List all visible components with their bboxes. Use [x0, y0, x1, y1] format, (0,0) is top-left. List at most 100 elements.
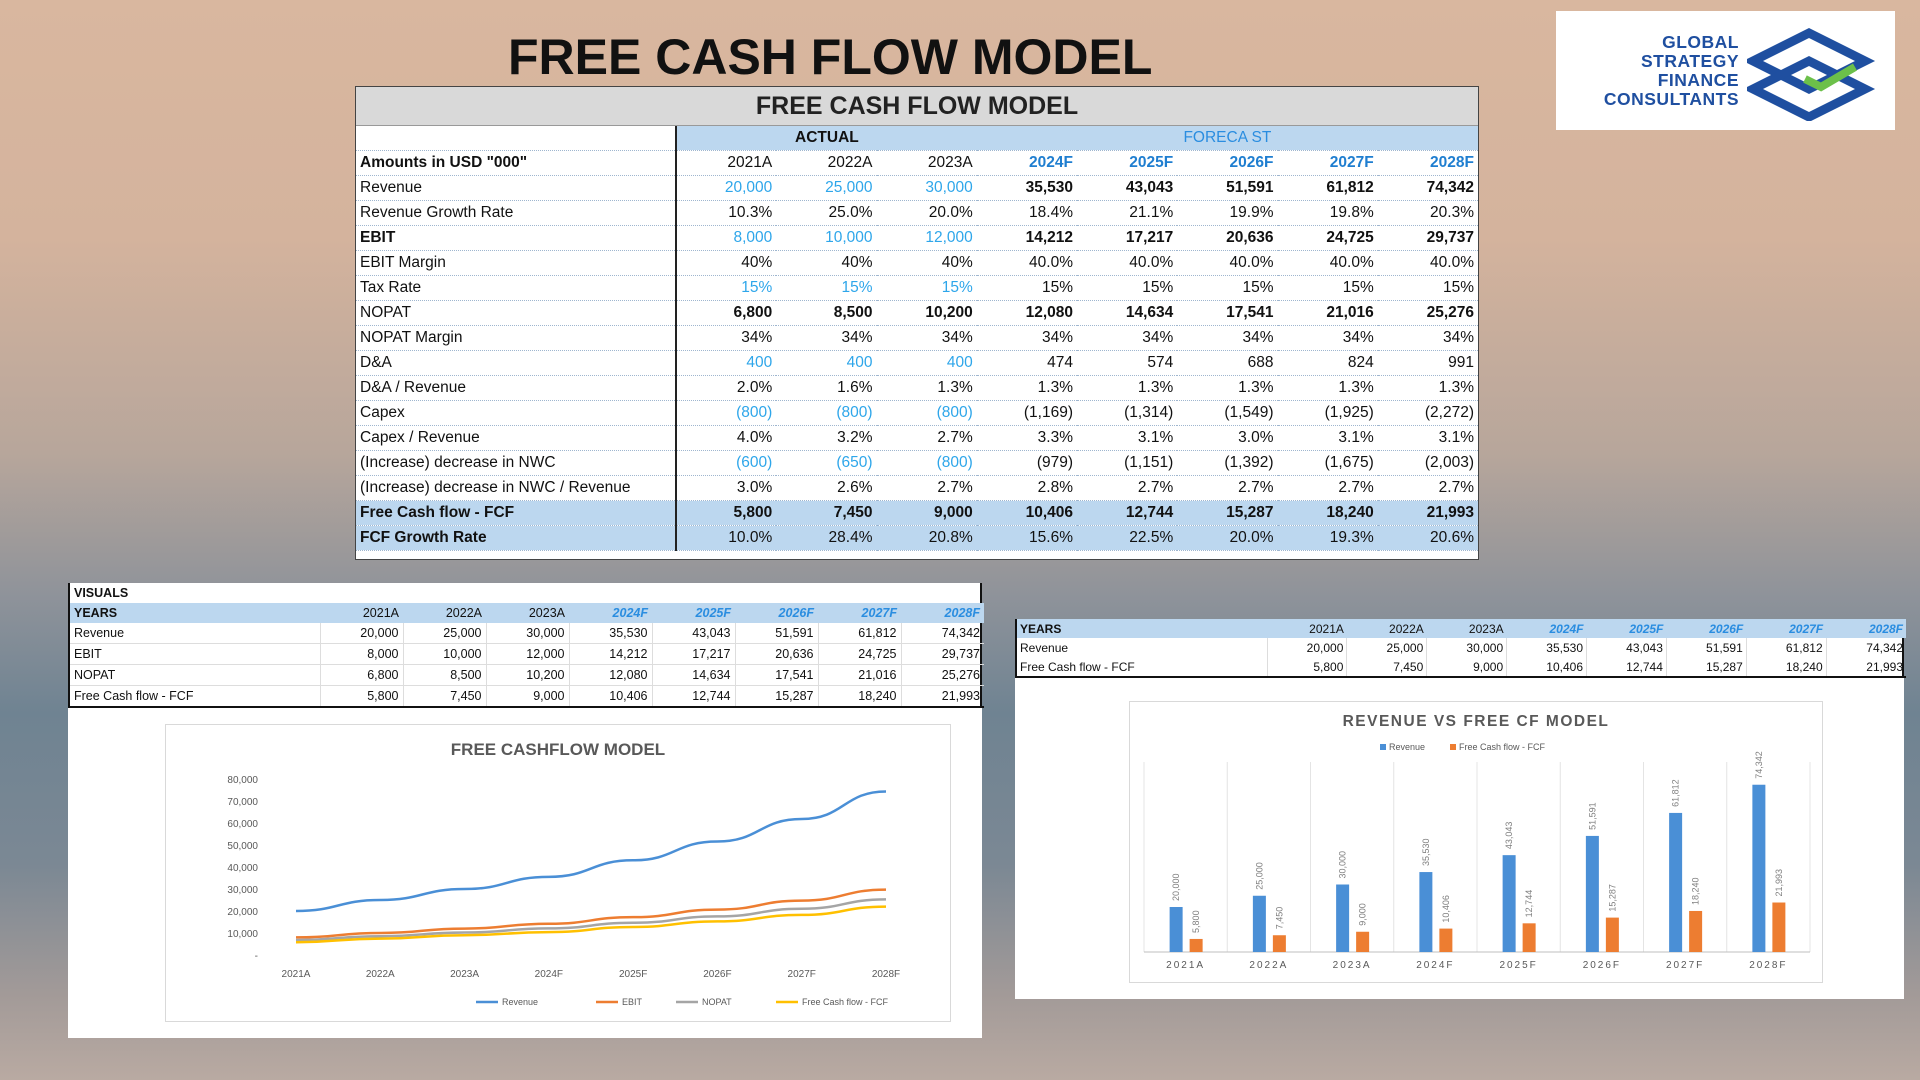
year-cell: 2022A [403, 603, 486, 623]
bar-data-label: 12,744 [1524, 890, 1534, 918]
table-cell: 5,800 [1266, 657, 1347, 678]
bar-data-label: 10,406 [1441, 895, 1451, 923]
years-label: YEARS [1017, 619, 1267, 638]
table-cell: 2.0% [674, 375, 777, 401]
table-cell: (800) [876, 400, 977, 426]
table-cell: 15,287 [734, 685, 818, 708]
visuals-panel: VISUALS YEARS 2021A 2022A 2023A 2024F 2025F 20… [68, 583, 984, 1038]
table-cell: 8,500 [776, 300, 877, 326]
table-cell: 34% [674, 325, 777, 351]
table-cell: 4.0% [674, 425, 777, 451]
x-tick-label: 2026F [703, 969, 731, 980]
years-row: YEARS 2021A 2022A 2023A 2024F 2025F 2026F 2027F… [70, 603, 984, 623]
table-row: D&A 400 400 400 474 574 688 824 991 [356, 350, 1478, 376]
row-label: EBIT Margin [356, 250, 676, 276]
table-cell: (2,003) [1377, 450, 1478, 476]
fcf-model-table: FREE CASH FLOW MODEL ACTUAL FORECA ST Am… [355, 86, 1479, 560]
table-row: Free Cash flow - FCF 5,800 7,450 9,000 10,40… [1017, 657, 1906, 678]
table-cell: 12,000 [876, 225, 977, 251]
legend-swatch [1380, 744, 1386, 750]
year-cell: 2021A [320, 603, 403, 623]
x-tick-label: 2027F [788, 969, 816, 980]
table-cell: 25,000 [776, 175, 877, 201]
table-cell: (1,392) [1177, 450, 1278, 476]
table-cell: 8,000 [319, 643, 403, 665]
table-cell: 15% [976, 275, 1077, 301]
row-label: Revenue [70, 623, 320, 644]
logo-mark-icon [1747, 27, 1876, 121]
x-tick-label: 2026F [1583, 960, 1621, 971]
table-cell: 10,406 [1506, 657, 1587, 678]
bar-fcf [1189, 938, 1203, 952]
bar-data-label: 20,000 [1171, 873, 1181, 901]
group-actual: ACTUAL [675, 126, 977, 151]
table-cell: 9,000 [876, 500, 977, 526]
table-cell: 20.6% [1377, 525, 1478, 551]
table-cell: 10,200 [876, 300, 977, 326]
x-tick-label: 2025F [1499, 960, 1537, 971]
table-cell: 12,744 [1077, 500, 1178, 526]
table-cell: 20,636 [1177, 225, 1278, 251]
year-cell: 2023A [486, 603, 569, 623]
bar-data-label: 61,812 [1671, 779, 1681, 807]
table-cell: 30,000 [485, 623, 569, 644]
y-tick-label: 70,000 [227, 797, 258, 808]
table-cell: 17,217 [1077, 225, 1178, 251]
table-cell: 2.7% [1277, 475, 1378, 501]
y-tick-label: 40,000 [227, 863, 258, 874]
table-cell: (1,549) [1177, 400, 1278, 426]
table-cell: 34% [1077, 325, 1178, 351]
table-cell: 40.0% [1277, 250, 1378, 276]
table-row: Revenue 20,000 25,000 30,000 35,530 43,043 51,… [356, 175, 1478, 201]
year-header-cell: 2024F [976, 150, 1077, 176]
table-cell: 25,000 [402, 623, 486, 644]
table-cell: 8,500 [402, 664, 486, 686]
table-cell: (600) [674, 450, 777, 476]
chart-title: FREE CASHFLOW MODEL [451, 740, 665, 759]
bar-revenue [1585, 835, 1599, 952]
table-cell: 51,591 [1177, 175, 1278, 201]
bar-data-label: 7,450 [1274, 907, 1284, 930]
row-label: D&A / Revenue [356, 375, 676, 401]
table-cell: 10,000 [776, 225, 877, 251]
table-cell: 7,450 [402, 685, 486, 708]
table-row: Capex (800) (800) (800) (1,169) (1,314) (1,549… [356, 400, 1478, 426]
table-cell: 3.2% [776, 425, 877, 451]
table-cell: 19.9% [1177, 200, 1278, 226]
table-row: D&A / Revenue 2.0% 1.6% 1.3% 1.3% 1.3% 1.3% 1.3… [356, 375, 1478, 401]
table-cell: 5,800 [674, 500, 777, 526]
table-cell: 12,000 [485, 643, 569, 665]
bar-fcf [1605, 917, 1619, 952]
table-cell: 40% [876, 250, 977, 276]
logo-line-4: CONSULTANTS [1603, 89, 1739, 109]
table-cell: 991 [1377, 350, 1478, 376]
table-cell: 40.0% [976, 250, 1077, 276]
table-cell: 20.8% [876, 525, 977, 551]
table-cell: 61,812 [817, 623, 901, 644]
row-label: Free Cash flow - FCF [1017, 657, 1267, 678]
table-cell: 74,342 [900, 623, 984, 644]
table-cell: 14,212 [568, 643, 652, 665]
table-cell: 14,212 [976, 225, 1077, 251]
table-cell: (2,272) [1377, 400, 1478, 426]
row-label: EBIT [70, 643, 320, 665]
table-cell: 30,000 [876, 175, 977, 201]
legend-label: Revenue [502, 997, 538, 1007]
logo-line-1: GLOBAL [1662, 32, 1739, 52]
logo-text: GLOBAL STRATEGY FINANCE CONSULTANTS [1604, 33, 1739, 109]
x-tick-label: 2028F [1749, 960, 1787, 971]
y-tick-label: 80,000 [227, 775, 258, 786]
table-title: FREE CASH FLOW MODEL [356, 87, 1478, 126]
y-tick-label: 50,000 [227, 841, 258, 852]
table-cell: 1.3% [1077, 375, 1178, 401]
table-cell: 24,725 [817, 643, 901, 665]
table-cell: 19.3% [1277, 525, 1378, 551]
table-cell: 17,541 [1177, 300, 1278, 326]
table-cell: 18,240 [1277, 500, 1378, 526]
logo-line-3: FINANCE [1657, 70, 1739, 90]
row-label: (Increase) decrease in NWC / Revenue [356, 475, 676, 501]
company-logo: GLOBAL STRATEGY FINANCE CONSULTANTS [1556, 11, 1895, 130]
table-cell: 40.0% [1177, 250, 1278, 276]
table-cell: 18,240 [1745, 657, 1827, 678]
table-cell: 15% [1177, 275, 1278, 301]
